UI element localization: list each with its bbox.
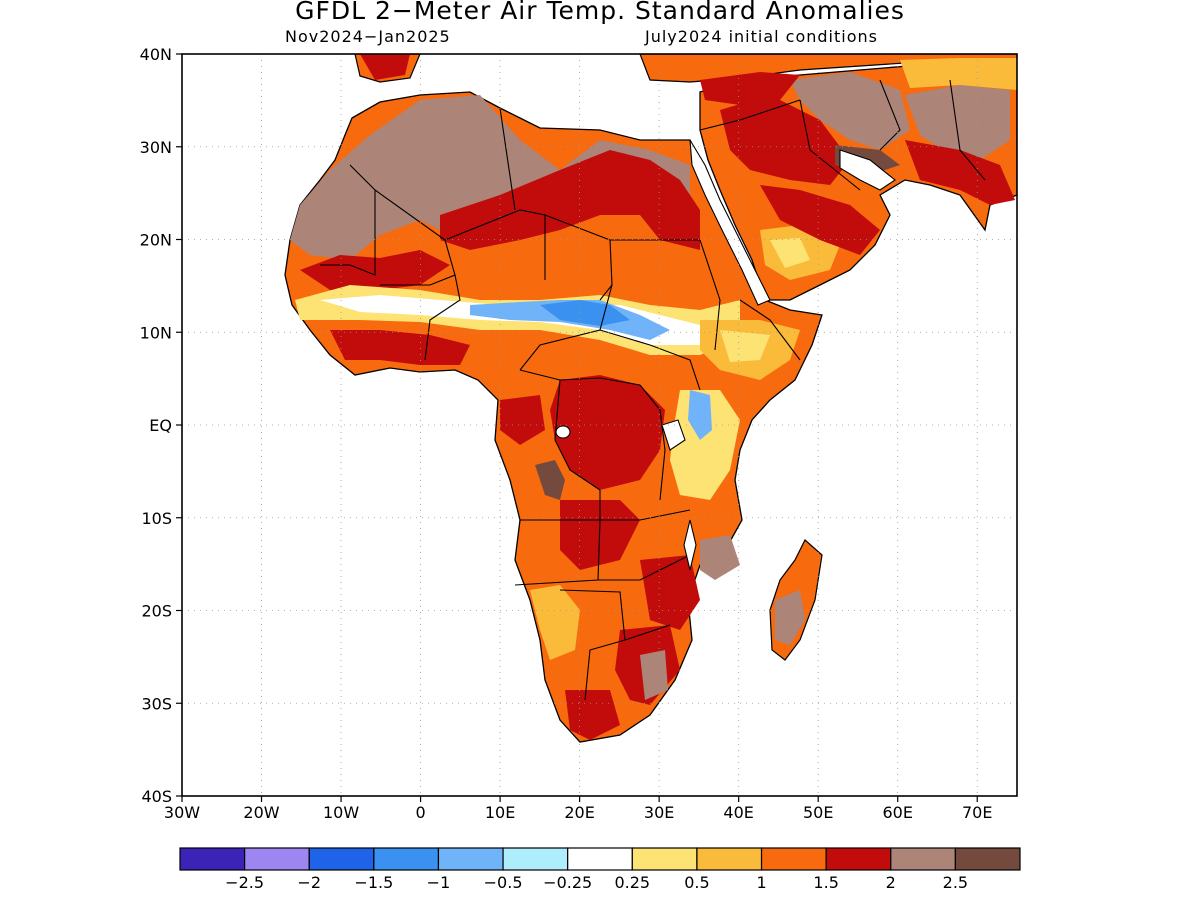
colorbar-label: 2: [886, 873, 896, 892]
colorbar-swatch: [567, 847, 633, 871]
lat-label: 10N: [140, 323, 172, 342]
initial-conditions: July2024 initial conditions: [645, 27, 878, 46]
persian-gulf: [839, 149, 896, 191]
colorbar-swatch: [502, 847, 569, 871]
colorbar-swatch: [179, 847, 246, 871]
forecast-period: Nov2024−Jan2025: [285, 27, 451, 46]
colorbar: −2.5 −2 −1.5 −1 −0.5 −0.25 0.25 0.5 1 1.5 2 2.5: [179, 847, 1021, 892]
europe-landmass: [354, 54, 1017, 83]
lon-label: 70E: [962, 803, 992, 822]
country-borders: [320, 79, 986, 701]
colorbar-swatch: [696, 847, 763, 871]
lon-label: 20E: [564, 803, 594, 822]
lat-label: 20S: [141, 602, 172, 621]
lon-label: 10W: [323, 803, 359, 822]
colorbar-label: −2.5: [225, 873, 264, 892]
lon-label: 10E: [485, 803, 515, 822]
colorbar-swatch: [631, 847, 698, 871]
lon-label: 30E: [644, 803, 674, 822]
map-title: GFDL 2−Meter Air Temp. Standard Anomalie…: [295, 0, 905, 25]
colorbar-swatch: [954, 847, 1021, 871]
colorbar-swatch: [244, 847, 310, 871]
colorbar-swatch: [760, 847, 827, 871]
colorbar-label: 2.5: [943, 873, 968, 892]
colorbar-swatch: [437, 847, 504, 871]
map-field: [182, 54, 1017, 796]
colorbar-label: −1: [427, 873, 451, 892]
colorbar-label: −2: [297, 873, 321, 892]
colorbar-label: 1.5: [813, 873, 838, 892]
colorbar-swatch: [825, 847, 892, 871]
longitude-axis: 30W 20W 10W 0 10E 20E 30E 40E 50E 60E 70E: [164, 796, 992, 822]
colorbar-label: −0.25: [543, 873, 592, 892]
colorbar-label: −0.5: [484, 873, 523, 892]
lat-label: 40N: [140, 45, 172, 64]
lat-label: 20N: [140, 231, 172, 250]
lon-label: 30W: [164, 803, 200, 822]
lat-label: EQ: [149, 416, 172, 435]
colorbar-swatch: [373, 847, 440, 871]
colorbar-label: 0.25: [614, 873, 650, 892]
lat-label: 10S: [141, 509, 172, 528]
anomaly-shading: [290, 54, 1017, 740]
lat-label: 30N: [140, 138, 172, 157]
colorbar-label: 0.5: [684, 873, 709, 892]
red-sea: [689, 139, 771, 306]
lon-label: 50E: [803, 803, 833, 822]
lakes: [555, 419, 697, 571]
lat-label: 40S: [141, 787, 172, 806]
lon-label: 20W: [243, 803, 279, 822]
latitude-axis: 40N 30N 20N 10N EQ 10S 20S 30S 40S: [140, 45, 182, 806]
gridlines: [182, 54, 1017, 796]
lon-label: 60E: [882, 803, 912, 822]
lon-label: 40E: [723, 803, 753, 822]
colorbar-label: 1: [756, 873, 766, 892]
colorbar-label: −1.5: [354, 873, 393, 892]
lat-label: 30S: [141, 694, 172, 713]
colorbar-swatch: [890, 847, 956, 871]
colorbar-swatch: [308, 847, 375, 871]
lon-label: 0: [415, 803, 425, 822]
